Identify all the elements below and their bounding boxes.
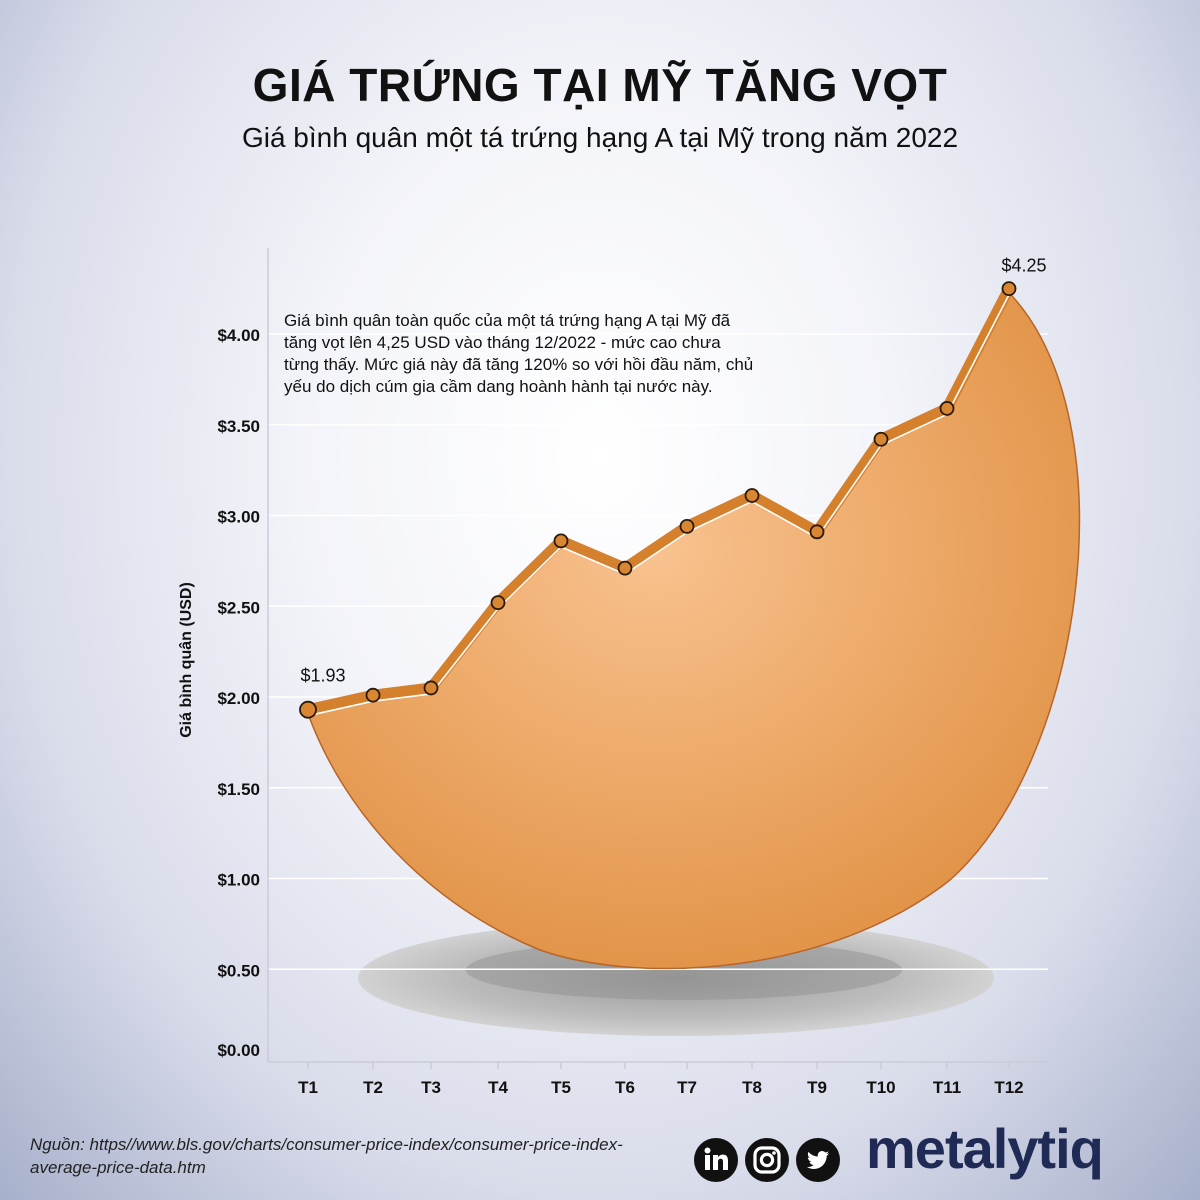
instagram-icon[interactable]: [745, 1138, 789, 1182]
data-point: [873, 431, 889, 447]
data-point: [809, 524, 825, 540]
y-tick-label: $0.00: [217, 1041, 260, 1060]
x-tick-label: T12: [994, 1078, 1023, 1097]
series-line: [302, 283, 1015, 716]
y-tick-label: $0.50: [217, 961, 260, 980]
x-tick-label: T4: [488, 1078, 508, 1097]
data-label: $1.93: [300, 666, 345, 686]
data-point: [939, 401, 955, 416]
series-line-highlight: [307, 294, 1010, 717]
page-title: GIÁ TRỨNG TẠI MỸ TĂNG VỌT: [252, 59, 948, 111]
y-tick-label: $3.50: [217, 417, 260, 436]
x-tick-label: T9: [807, 1078, 827, 1097]
x-tick-label: T5: [551, 1078, 571, 1097]
x-tick-label: T6: [615, 1078, 635, 1097]
data-label: $4.25: [1001, 256, 1046, 276]
y-tick-label: $2.50: [217, 598, 260, 617]
page-subtitle: Giá bình quân một tá trứng hạng A tại Mỹ…: [241, 122, 959, 153]
twitter-icon[interactable]: [796, 1138, 840, 1182]
data-point: [617, 560, 633, 576]
data-point: [1001, 281, 1017, 297]
y-tick-label: $3.00: [217, 508, 260, 527]
egg-shadow: [358, 920, 994, 1036]
y-tick-label: $4.00: [217, 326, 260, 345]
data-point: [490, 595, 506, 611]
data-point: [299, 700, 317, 719]
y-axis-title: Giá bình quân (USD): [178, 582, 195, 738]
data-point: [744, 488, 760, 503]
x-tick-label: T1: [298, 1078, 318, 1097]
y-tick-label: $1.50: [217, 780, 260, 799]
data-point: [423, 680, 439, 696]
data-point: [365, 687, 381, 703]
x-tick-label: T3: [421, 1078, 441, 1097]
y-tick-label: $1.00: [217, 871, 260, 890]
x-tick-label: T8: [742, 1078, 762, 1097]
area-fill: [307, 291, 1081, 970]
x-tick-label: T2: [363, 1078, 383, 1097]
x-tick-label: T7: [677, 1078, 697, 1097]
linkedin-icon[interactable]: [694, 1138, 738, 1182]
x-tick-label: T11: [933, 1078, 961, 1097]
chart-annotation: Giá bình quân toàn quốc của một tá trứng…: [284, 311, 754, 396]
brand-logo: metalytiq: [866, 1117, 1104, 1180]
data-point: [679, 518, 695, 534]
source-text: Nguồn: https//www.bls.gov/charts/consume…: [30, 1135, 623, 1177]
data-point: [553, 533, 569, 549]
y-tick-label: $2.00: [217, 689, 260, 708]
x-tick-label: T10: [866, 1078, 895, 1097]
